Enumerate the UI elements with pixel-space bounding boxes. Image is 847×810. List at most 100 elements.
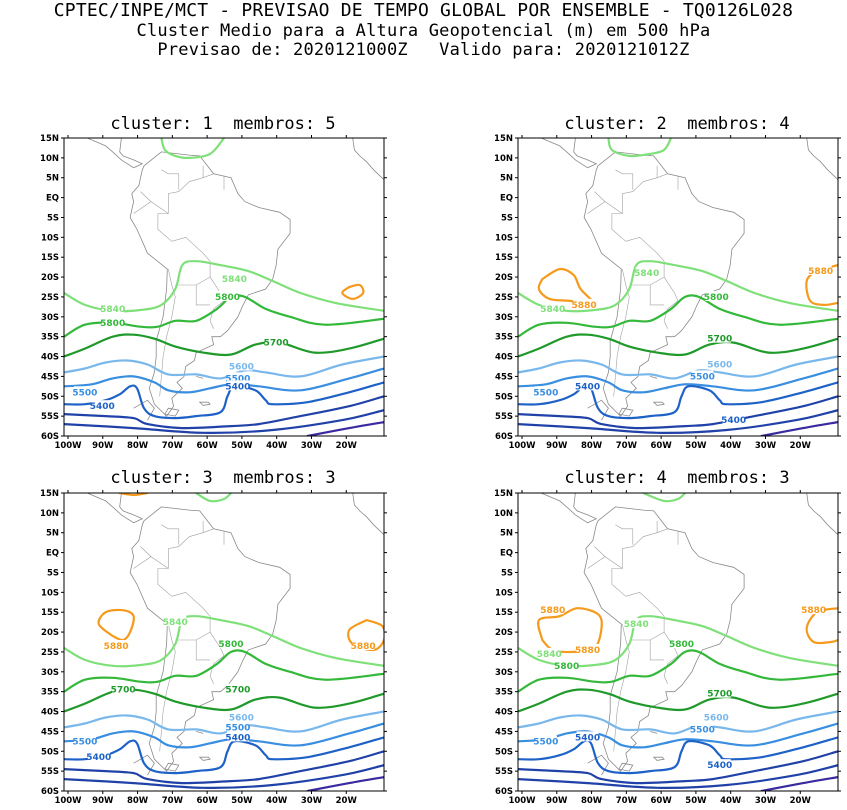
contour-label-bg <box>722 414 745 425</box>
contour-label: 5840 <box>537 650 562 660</box>
lon-tick-label: 100W <box>54 796 82 806</box>
tierra-del-fuego <box>164 762 180 772</box>
lat-tick-label: 35S <box>41 688 59 698</box>
lat-tick-label: 50S <box>41 747 59 757</box>
lat-tick-label: EQ <box>500 194 513 204</box>
contour-label: 5700 <box>225 686 250 696</box>
lat-tick-label: 60S <box>495 787 513 797</box>
contour-label-bg <box>705 290 728 301</box>
lat-tick-label: 15S <box>495 253 513 263</box>
contour-label-bg <box>87 751 110 762</box>
contour-label: 5840 <box>100 305 125 315</box>
lat-tick-label: 40S <box>41 708 59 718</box>
country-border <box>133 201 169 214</box>
contour-5500 <box>518 722 838 749</box>
lat-tick-label: 15N <box>40 134 59 144</box>
lon-tick-label: 50W <box>685 796 707 806</box>
contour-label-bg <box>534 386 557 397</box>
contour-label-bg <box>708 332 731 343</box>
contour-5840 <box>195 493 233 503</box>
chile-islands <box>587 754 609 776</box>
contour-label-bg <box>223 273 246 284</box>
lat-tick-label: 5S <box>501 568 513 578</box>
contour-5880 <box>341 283 365 300</box>
contour-label-bg <box>226 683 249 694</box>
lat-tick-label: 45S <box>495 372 513 382</box>
contour-5840 <box>518 260 838 313</box>
lon-tick-label: 20W <box>336 796 358 806</box>
contour-5500 <box>64 722 384 749</box>
contour-label-bg <box>625 618 648 629</box>
contour-5400 <box>64 736 384 775</box>
contour-5840 <box>64 615 384 668</box>
contour-label-bg <box>73 735 96 746</box>
lon-tick-label: 30W <box>301 441 323 451</box>
contour-5840 <box>607 138 673 158</box>
lat-tick-label: 25S <box>41 648 59 658</box>
contour-label-bg <box>670 637 693 648</box>
contour-label: 5880 <box>808 267 833 277</box>
lon-tick-label: 30W <box>301 796 323 806</box>
coast-detail <box>196 731 204 734</box>
contour-label-bg <box>230 711 253 722</box>
contour-label: 5500 <box>690 725 715 735</box>
contour-label-bg <box>219 637 242 648</box>
country-border <box>140 191 152 202</box>
lat-tick-label: EQ <box>46 549 59 559</box>
contour-label-bg <box>555 659 578 670</box>
country-border <box>159 269 176 397</box>
lat-tick-label: 30S <box>41 313 59 323</box>
lat-tick-label: 15S <box>41 608 59 618</box>
lon-tick-label: 60W <box>651 441 673 451</box>
contour-label-bg <box>352 639 375 650</box>
contour-5400 <box>518 736 838 775</box>
lat-tick-label: 10N <box>494 154 513 164</box>
falklands-coastline <box>198 401 211 406</box>
contour-deep2 <box>760 421 838 436</box>
contour-label-bg <box>534 735 557 746</box>
lat-tick-label: 30S <box>41 668 59 678</box>
contour-label-bg <box>101 302 124 313</box>
lat-tick-label: 10S <box>495 233 513 243</box>
contour-label: 5400 <box>721 416 746 426</box>
country-border <box>133 556 169 569</box>
lon-tick-label: 40W <box>720 441 742 451</box>
country-border <box>611 528 668 597</box>
central-america-coastline <box>86 493 144 524</box>
lat-tick-label: 10N <box>40 509 59 519</box>
contour-label-bg <box>101 316 124 327</box>
contour-label: 5880 <box>351 642 376 652</box>
lon-tick-label: 40W <box>266 441 288 451</box>
lon-tick-label: 20W <box>790 441 812 451</box>
lon-tick-label: 20W <box>336 441 358 451</box>
lon-tick-label: 40W <box>720 796 742 806</box>
contour-deep1 <box>64 409 384 434</box>
central-america-coastline <box>540 138 598 169</box>
map-panel-1: 5840 5840 5800 5800 5700 5600 5500 5500 5400 5400… <box>0 134 390 455</box>
lat-tick-label: 15N <box>494 489 513 499</box>
lat-tick-label: 55S <box>495 412 513 422</box>
contour-label: 5700 <box>707 690 732 700</box>
contour-label: 5400 <box>707 761 732 771</box>
contour-label-bg <box>691 723 714 734</box>
africa-coastline <box>806 493 838 535</box>
lat-tick-label: 60S <box>41 432 59 442</box>
lat-tick-label: 45S <box>495 727 513 737</box>
lat-tick-label: 5N <box>46 174 59 184</box>
contour-label-bg <box>91 400 114 411</box>
lon-tick-label: 20W <box>790 796 812 806</box>
lon-tick-label: 90W <box>546 796 568 806</box>
lat-tick-label: 55S <box>495 767 513 777</box>
contour-label-bg <box>226 372 249 383</box>
contour-5700 <box>518 688 838 713</box>
lon-tick-label: 50W <box>231 441 253 451</box>
coast-detail <box>650 731 658 734</box>
contour-label: 5400 <box>575 733 600 743</box>
lat-tick-label: 20S <box>495 273 513 283</box>
central-america-coastline <box>86 138 144 169</box>
country-border <box>161 524 180 545</box>
map-content: 5880 5880 5880 5840 5840 5800 5800 5700 5600 5500… <box>518 493 838 791</box>
header-title: CPTEC/INPE/MCT - PREVISAO DE TEMPO GLOBA… <box>53 0 794 21</box>
contour-5600 <box>64 355 384 380</box>
country-border <box>157 173 214 242</box>
